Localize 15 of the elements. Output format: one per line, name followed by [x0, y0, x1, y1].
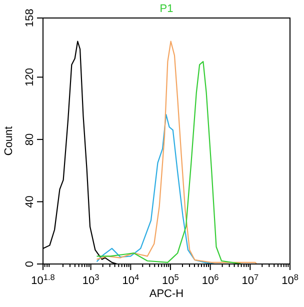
y-axis-title: Count: [3, 126, 15, 156]
x-tick-label: 10$^{7}$: [242, 272, 259, 287]
y-tick-label: 40: [24, 196, 36, 208]
x-tick-label: 10$^{5}$: [162, 272, 180, 287]
y-tick-label: 0: [24, 260, 36, 268]
x-axis-title: APC-H: [149, 288, 184, 300]
y-tick-label: 158: [24, 8, 36, 28]
y-tick-label: 120: [24, 68, 36, 86]
x-tick-label: 10$^{4}$: [122, 272, 140, 287]
y-tick-label: 80: [24, 133, 36, 146]
chart-title: P1: [160, 3, 174, 15]
x-tick-label: 10$^{1.8}$: [31, 272, 56, 287]
x-tick-label: 10$^{3}$: [82, 272, 100, 287]
x-tick-label: 10$^{6}$: [202, 272, 220, 287]
x-tick-label: 10$^{8}$: [282, 272, 299, 287]
